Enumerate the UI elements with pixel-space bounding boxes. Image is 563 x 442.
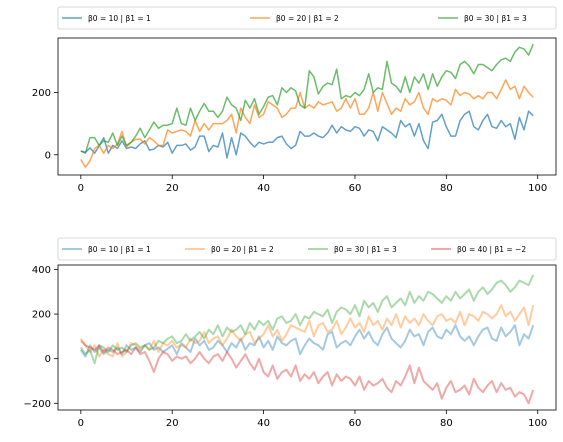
axes-frame [57, 37, 557, 176]
series-line-3 [80, 43, 534, 154]
y-tick-label: −200 [24, 399, 51, 410]
x-tick-label: 80 [440, 183, 453, 194]
legend-label-3: β0 = 30 | β1 = 3 [464, 14, 527, 23]
legend-label-4: β0 = 40 | β1 = −2 [457, 245, 526, 254]
y-tick-label: 200 [32, 88, 51, 99]
x-tick-label: 20 [166, 418, 179, 429]
chart-panel-1: 0 20 40 60 80 100 0 200 β0 = 10 | β1 = 1 β0 = 20 … [32, 6, 557, 194]
series-line-4 [80, 340, 535, 405]
legend: β0 = 10 | β1 = 1 β0 = 20 | β1 = 2 β0 = 30 … [57, 6, 557, 30]
legend-label-1: β0 = 10 | β1 = 1 [88, 245, 151, 254]
y-tick-label: 0 [45, 354, 51, 365]
y-tick-label: 200 [32, 310, 51, 321]
series-line-3 [79, 274, 535, 365]
legend-box [57, 237, 557, 261]
series-line-2 [79, 304, 535, 358]
x-tick-label: 40 [257, 183, 270, 194]
series-line-2 [80, 79, 534, 168]
x-tick-label: 0 [78, 418, 84, 429]
legend-label-1: β0 = 10 | β1 = 1 [88, 14, 151, 23]
x-tick-label: 100 [528, 418, 547, 429]
x-tick-label: 80 [440, 418, 453, 429]
x-tick-label: 20 [166, 183, 179, 194]
x-tick-label: 0 [78, 183, 84, 194]
legend: β0 = 10 | β1 = 1 β0 = 20 | β1 = 2 β0 = 30 … [57, 237, 557, 261]
axes-frame [57, 264, 557, 411]
series-line-1 [80, 110, 534, 159]
x-tick-label: 60 [349, 183, 362, 194]
series-line-1 [79, 324, 535, 358]
x-tick-label: 60 [349, 418, 362, 429]
y-tick-label: 0 [45, 150, 51, 161]
legend-label-2: β0 = 20 | β1 = 2 [211, 245, 274, 254]
x-tick-label: 100 [528, 183, 547, 194]
legend-label-2: β0 = 20 | β1 = 2 [276, 14, 339, 23]
x-tick-label: 40 [257, 418, 270, 429]
legend-box [57, 6, 557, 30]
y-tick-label: 400 [32, 265, 51, 276]
legend-label-3: β0 = 30 | β1 = 3 [334, 245, 397, 254]
